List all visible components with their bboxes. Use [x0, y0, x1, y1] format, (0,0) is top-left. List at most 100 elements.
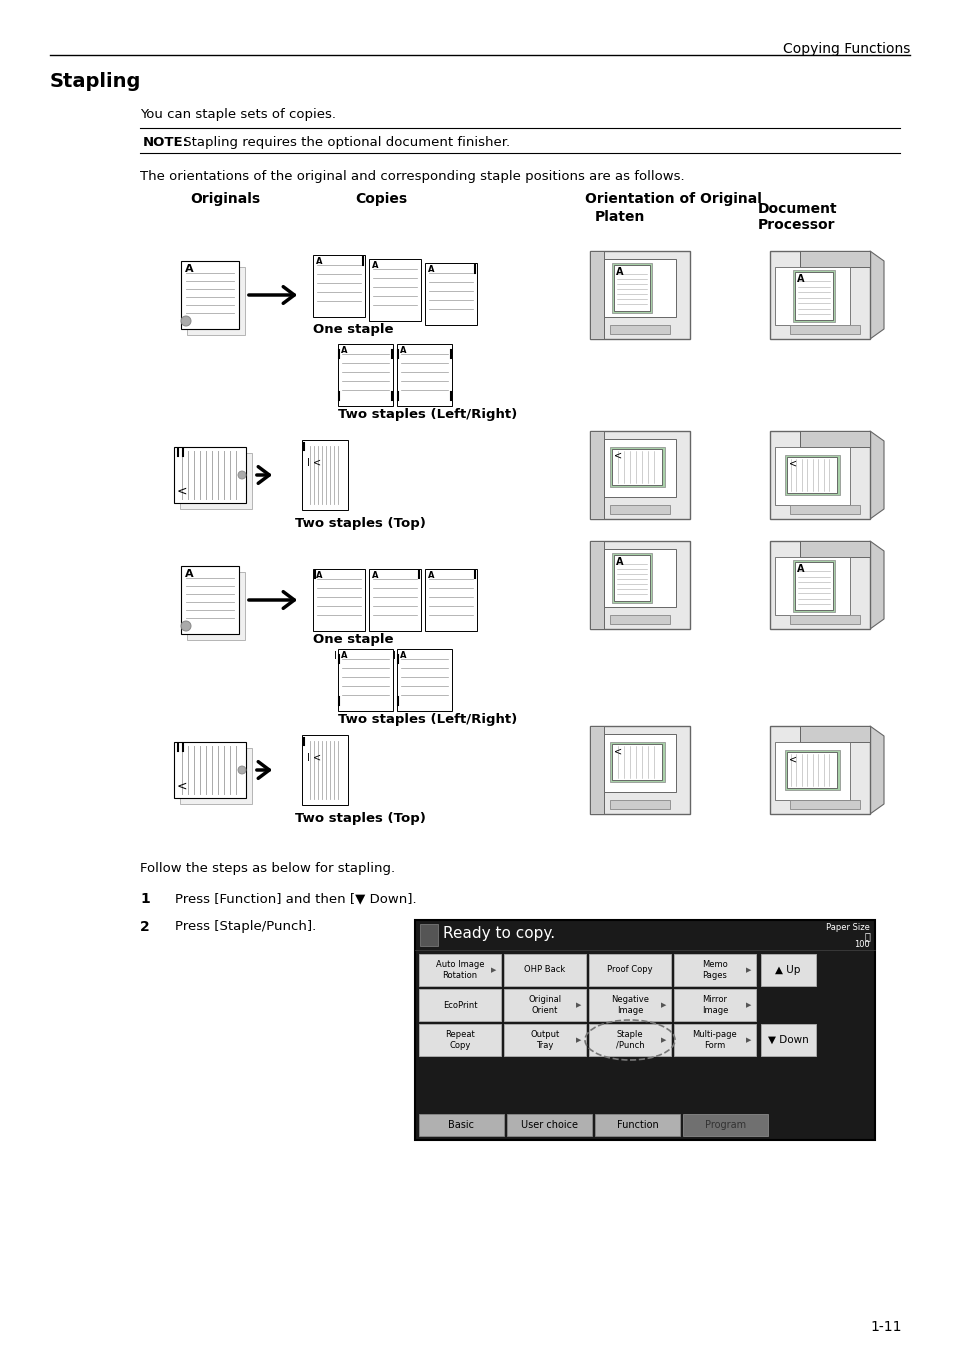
Bar: [609, 616, 669, 624]
Text: Paper Size: Paper Size: [825, 923, 869, 932]
Bar: [589, 431, 689, 518]
Bar: [418, 990, 500, 1021]
Bar: [789, 505, 859, 514]
Bar: [774, 267, 849, 325]
Bar: [794, 562, 832, 610]
Bar: [792, 560, 834, 612]
Text: I: I: [393, 651, 395, 661]
Bar: [589, 431, 603, 518]
Bar: [419, 923, 437, 946]
Bar: [589, 726, 603, 814]
Bar: [415, 919, 874, 1139]
Text: Basic: Basic: [448, 1120, 474, 1130]
Text: EcoPrint: EcoPrint: [442, 1000, 476, 1010]
Bar: [800, 251, 869, 267]
PathPatch shape: [869, 431, 883, 518]
Bar: [180, 748, 252, 805]
Bar: [418, 1025, 500, 1056]
Bar: [789, 801, 859, 809]
Bar: [792, 270, 834, 323]
Text: Two staples (Left/Right): Two staples (Left/Right): [337, 713, 517, 726]
Bar: [614, 555, 649, 601]
Text: A: A: [185, 265, 193, 274]
Bar: [337, 649, 393, 711]
Text: User choice: User choice: [520, 1120, 578, 1130]
Text: A: A: [399, 346, 406, 355]
Text: Two staples (Top): Two staples (Top): [294, 517, 425, 531]
Text: A: A: [796, 564, 803, 574]
Text: ▶: ▶: [745, 967, 750, 973]
Text: One staple: One staple: [313, 323, 393, 336]
Text: <: <: [788, 459, 797, 468]
Circle shape: [181, 316, 191, 325]
Text: A: A: [372, 261, 378, 270]
Text: Auto Image
Rotation: Auto Image Rotation: [436, 960, 484, 980]
Bar: [673, 990, 755, 1021]
Text: 1-11: 1-11: [869, 1320, 901, 1334]
Bar: [609, 325, 669, 333]
Text: A: A: [616, 267, 623, 277]
Bar: [418, 954, 500, 986]
Bar: [424, 263, 476, 325]
Bar: [800, 431, 869, 447]
Bar: [424, 568, 476, 630]
Bar: [774, 558, 849, 616]
Bar: [786, 752, 836, 788]
Bar: [769, 726, 869, 814]
Bar: [760, 1025, 815, 1056]
Bar: [612, 744, 661, 780]
Bar: [187, 572, 245, 640]
Bar: [603, 439, 676, 497]
Text: A: A: [340, 651, 347, 660]
PathPatch shape: [869, 541, 883, 629]
Bar: [588, 954, 670, 986]
Bar: [589, 251, 603, 339]
Bar: [337, 344, 393, 406]
Text: Press [Staple/Punch].: Press [Staple/Punch].: [174, 919, 315, 933]
Text: 100: 100: [853, 940, 869, 949]
Text: ▶: ▶: [659, 1002, 665, 1008]
Text: A: A: [796, 274, 803, 284]
Bar: [589, 251, 689, 339]
Text: Function: Function: [616, 1120, 658, 1130]
Text: A: A: [315, 571, 322, 580]
Bar: [760, 954, 815, 986]
Bar: [789, 325, 859, 333]
Text: 2: 2: [140, 919, 150, 934]
Text: ▶: ▶: [659, 1037, 665, 1044]
Text: ▶: ▶: [575, 1037, 580, 1044]
Text: Press [Function] and then [▼ Down].: Press [Function] and then [▼ Down].: [174, 892, 416, 904]
Text: A: A: [616, 558, 623, 567]
Text: Document
Processor: Document Processor: [758, 202, 837, 232]
Circle shape: [237, 471, 246, 479]
Text: Ready to copy.: Ready to copy.: [442, 926, 555, 941]
Bar: [769, 431, 869, 518]
Text: Two staples (Top): Two staples (Top): [294, 811, 425, 825]
Bar: [588, 990, 670, 1021]
Bar: [609, 743, 664, 782]
Bar: [789, 616, 859, 624]
Text: NOTE:: NOTE:: [143, 136, 189, 148]
Bar: [180, 454, 252, 509]
Bar: [673, 1025, 755, 1056]
Text: 口: 口: [863, 931, 869, 941]
Bar: [369, 568, 420, 630]
Bar: [589, 541, 689, 629]
Text: Repeat
Copy: Repeat Copy: [445, 1030, 475, 1050]
Text: <: <: [614, 747, 621, 756]
Text: Original
Orient: Original Orient: [528, 995, 561, 1015]
Bar: [784, 455, 840, 495]
Text: ▼ Down: ▼ Down: [767, 1035, 807, 1045]
Bar: [784, 751, 840, 790]
Bar: [173, 743, 246, 798]
Bar: [503, 990, 585, 1021]
Bar: [612, 554, 651, 603]
Bar: [769, 251, 869, 339]
Text: I <: I <: [307, 458, 321, 468]
Text: Memo
Pages: Memo Pages: [701, 960, 727, 980]
Bar: [603, 259, 676, 317]
Text: ▶: ▶: [490, 967, 496, 973]
Bar: [302, 440, 348, 510]
Bar: [589, 726, 689, 814]
Text: Copies: Copies: [355, 192, 407, 207]
